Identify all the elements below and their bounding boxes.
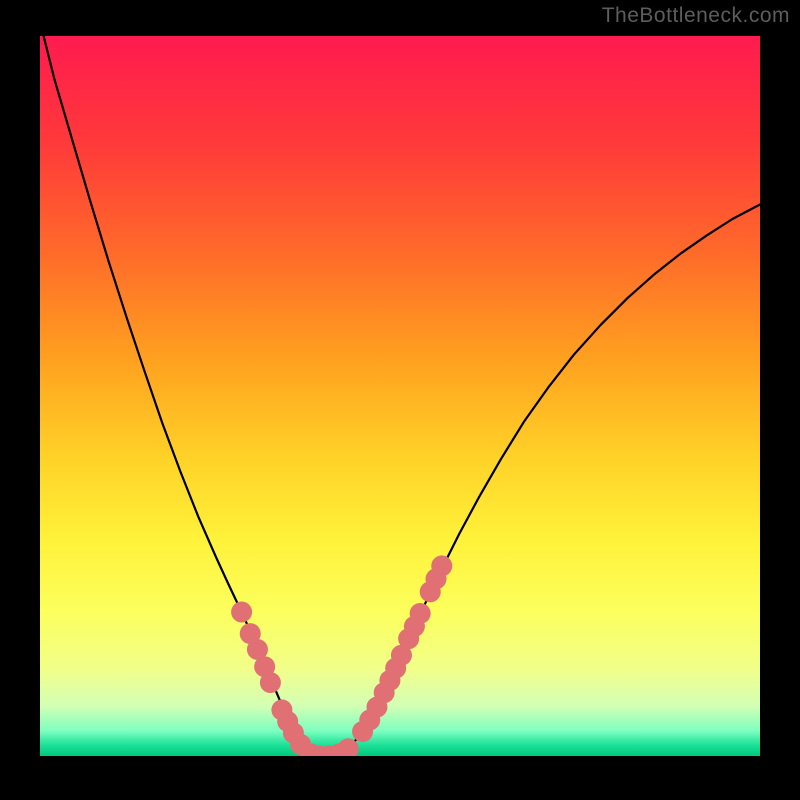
marker-dot bbox=[410, 603, 431, 624]
chart-svg bbox=[40, 36, 760, 756]
marker-dot bbox=[431, 555, 452, 576]
outer-frame: TheBottleneck.com bbox=[0, 0, 800, 800]
plot-area bbox=[40, 36, 760, 756]
marker-dot bbox=[260, 672, 281, 693]
marker-dot bbox=[231, 602, 252, 623]
watermark-text: TheBottleneck.com bbox=[602, 4, 790, 28]
